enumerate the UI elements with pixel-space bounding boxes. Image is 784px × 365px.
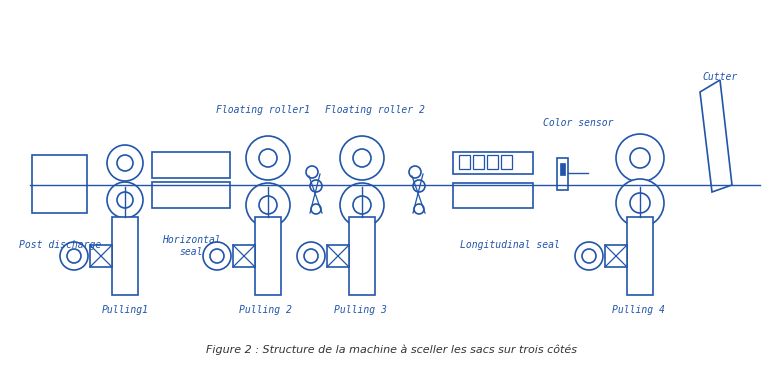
Bar [112,217,138,295]
Bar [152,152,230,178]
Circle shape [304,249,318,263]
Circle shape [306,166,318,178]
Circle shape [67,249,81,263]
Bar [473,155,484,169]
Bar [255,217,281,295]
Text: Horizontal
seal: Horizontal seal [162,235,220,257]
Bar [152,182,230,208]
Circle shape [616,179,664,227]
Circle shape [310,180,322,192]
Bar [557,158,568,190]
Bar [349,217,375,295]
Text: Pulling 2: Pulling 2 [238,305,292,315]
Circle shape [616,134,664,182]
Circle shape [582,249,596,263]
Text: Floating roller1: Floating roller1 [216,105,310,115]
Circle shape [414,204,424,214]
Circle shape [630,193,650,213]
Text: Floating roller 2: Floating roller 2 [325,105,425,115]
Circle shape [409,166,421,178]
Bar [32,155,87,213]
Circle shape [203,242,231,270]
Bar [605,245,627,267]
Text: Pulling 3: Pulling 3 [333,305,387,315]
Bar [90,245,112,267]
Circle shape [259,149,277,167]
Circle shape [210,249,224,263]
Circle shape [575,242,603,270]
Text: Figure 2 : Structure de la machine à sceller les sacs sur trois côtés: Figure 2 : Structure de la machine à sce… [206,345,578,355]
Text: Color sensor: Color sensor [543,118,613,128]
Circle shape [340,183,384,227]
Circle shape [353,196,371,214]
Circle shape [117,192,133,208]
Circle shape [60,242,88,270]
Circle shape [340,136,384,180]
Circle shape [311,204,321,214]
Text: Pulling1: Pulling1 [101,305,148,315]
Circle shape [297,242,325,270]
Bar [233,245,255,267]
Text: Post discharge: Post discharge [19,240,101,250]
Text: Longitudinal seal: Longitudinal seal [460,240,560,250]
Circle shape [107,145,143,181]
Bar [327,245,349,267]
Text: Pulling 4: Pulling 4 [612,305,664,315]
Bar [453,183,533,208]
Circle shape [413,180,425,192]
Circle shape [246,183,290,227]
Circle shape [117,155,133,171]
Bar [627,217,653,295]
Circle shape [353,149,371,167]
Text: Cutter: Cutter [702,72,738,82]
Circle shape [630,148,650,168]
Bar [501,155,512,169]
Polygon shape [700,80,732,192]
Circle shape [246,136,290,180]
Bar [453,152,533,174]
Bar [560,163,565,175]
Bar [487,155,498,169]
Bar [459,155,470,169]
Circle shape [259,196,277,214]
Circle shape [107,182,143,218]
